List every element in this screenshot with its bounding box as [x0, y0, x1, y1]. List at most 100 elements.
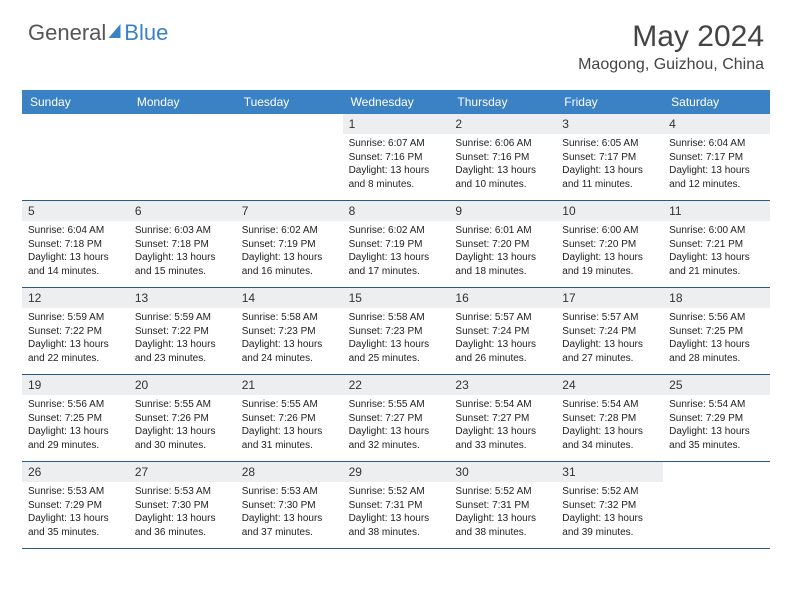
day-number: 18 [663, 288, 770, 308]
logo-text-blue: Blue [124, 20, 168, 46]
day-info: Sunrise: 5:54 AMSunset: 7:29 PMDaylight:… [663, 395, 770, 458]
sunset-text: Sunset: 7:23 PM [349, 325, 444, 339]
week-row: 12Sunrise: 5:59 AMSunset: 7:22 PMDayligh… [22, 288, 770, 375]
sunrise-text: Sunrise: 6:01 AM [455, 224, 550, 238]
day-number: 27 [129, 462, 236, 482]
weekday-monday: Monday [129, 90, 236, 114]
week-row: 5Sunrise: 6:04 AMSunset: 7:18 PMDaylight… [22, 201, 770, 288]
day-cell: 31Sunrise: 5:52 AMSunset: 7:32 PMDayligh… [556, 462, 663, 548]
sunrise-text: Sunrise: 5:53 AM [28, 485, 123, 499]
daylight-text: Daylight: 13 hours and 10 minutes. [455, 164, 550, 191]
day-number: 5 [22, 201, 129, 221]
day-info: Sunrise: 6:02 AMSunset: 7:19 PMDaylight:… [343, 221, 450, 284]
day-number: 10 [556, 201, 663, 221]
sunset-text: Sunset: 7:22 PM [135, 325, 230, 339]
day-info: Sunrise: 6:00 AMSunset: 7:21 PMDaylight:… [663, 221, 770, 284]
day-number: 21 [236, 375, 343, 395]
sunset-text: Sunset: 7:27 PM [455, 412, 550, 426]
day-info: Sunrise: 5:58 AMSunset: 7:23 PMDaylight:… [236, 308, 343, 371]
day-cell: 6Sunrise: 6:03 AMSunset: 7:18 PMDaylight… [129, 201, 236, 287]
daylight-text: Daylight: 13 hours and 14 minutes. [28, 251, 123, 278]
day-info: Sunrise: 5:52 AMSunset: 7:32 PMDaylight:… [556, 482, 663, 545]
daylight-text: Daylight: 13 hours and 11 minutes. [562, 164, 657, 191]
logo: General Blue [28, 20, 168, 46]
week-row: 19Sunrise: 5:56 AMSunset: 7:25 PMDayligh… [22, 375, 770, 462]
day-cell: 21Sunrise: 5:55 AMSunset: 7:26 PMDayligh… [236, 375, 343, 461]
day-number: 1 [343, 114, 450, 134]
day-number: 13 [129, 288, 236, 308]
day-cell: 12Sunrise: 5:59 AMSunset: 7:22 PMDayligh… [22, 288, 129, 374]
day-cell: 23Sunrise: 5:54 AMSunset: 7:27 PMDayligh… [449, 375, 556, 461]
day-number: 8 [343, 201, 450, 221]
weekday-tuesday: Tuesday [236, 90, 343, 114]
day-info: Sunrise: 5:55 AMSunset: 7:27 PMDaylight:… [343, 395, 450, 458]
sunrise-text: Sunrise: 5:55 AM [242, 398, 337, 412]
logo-sail-icon [109, 24, 124, 38]
weekday-saturday: Saturday [663, 90, 770, 114]
day-number: 11 [663, 201, 770, 221]
sunrise-text: Sunrise: 5:56 AM [669, 311, 764, 325]
daylight-text: Daylight: 13 hours and 25 minutes. [349, 338, 444, 365]
day-number: 19 [22, 375, 129, 395]
day-info: Sunrise: 6:00 AMSunset: 7:20 PMDaylight:… [556, 221, 663, 284]
day-number: 6 [129, 201, 236, 221]
day-info: Sunrise: 6:04 AMSunset: 7:18 PMDaylight:… [22, 221, 129, 284]
daylight-text: Daylight: 13 hours and 34 minutes. [562, 425, 657, 452]
day-number: 30 [449, 462, 556, 482]
sunset-text: Sunset: 7:29 PM [28, 499, 123, 513]
weekday-friday: Friday [556, 90, 663, 114]
sunset-text: Sunset: 7:31 PM [349, 499, 444, 513]
daylight-text: Daylight: 13 hours and 18 minutes. [455, 251, 550, 278]
sunset-text: Sunset: 7:16 PM [349, 151, 444, 165]
sunrise-text: Sunrise: 6:07 AM [349, 137, 444, 151]
sunrise-text: Sunrise: 6:06 AM [455, 137, 550, 151]
sunrise-text: Sunrise: 6:05 AM [562, 137, 657, 151]
sunrise-text: Sunrise: 5:55 AM [349, 398, 444, 412]
sunrise-text: Sunrise: 5:58 AM [242, 311, 337, 325]
sunrise-text: Sunrise: 5:53 AM [242, 485, 337, 499]
day-number: 12 [22, 288, 129, 308]
sunset-text: Sunset: 7:16 PM [455, 151, 550, 165]
day-info: Sunrise: 6:04 AMSunset: 7:17 PMDaylight:… [663, 134, 770, 197]
sunset-text: Sunset: 7:26 PM [135, 412, 230, 426]
day-number: 20 [129, 375, 236, 395]
sunset-text: Sunset: 7:30 PM [135, 499, 230, 513]
day-info: Sunrise: 5:52 AMSunset: 7:31 PMDaylight:… [343, 482, 450, 545]
weekday-header: SundayMondayTuesdayWednesdayThursdayFrid… [22, 90, 770, 114]
day-info: Sunrise: 6:01 AMSunset: 7:20 PMDaylight:… [449, 221, 556, 284]
day-cell: 4Sunrise: 6:04 AMSunset: 7:17 PMDaylight… [663, 114, 770, 200]
daylight-text: Daylight: 13 hours and 26 minutes. [455, 338, 550, 365]
day-cell: 30Sunrise: 5:52 AMSunset: 7:31 PMDayligh… [449, 462, 556, 548]
day-info: Sunrise: 5:58 AMSunset: 7:23 PMDaylight:… [343, 308, 450, 371]
day-cell: 8Sunrise: 6:02 AMSunset: 7:19 PMDaylight… [343, 201, 450, 287]
daylight-text: Daylight: 13 hours and 38 minutes. [349, 512, 444, 539]
sunrise-text: Sunrise: 6:02 AM [242, 224, 337, 238]
daylight-text: Daylight: 13 hours and 39 minutes. [562, 512, 657, 539]
sunrise-text: Sunrise: 6:02 AM [349, 224, 444, 238]
daylight-text: Daylight: 13 hours and 23 minutes. [135, 338, 230, 365]
sunset-text: Sunset: 7:30 PM [242, 499, 337, 513]
sunrise-text: Sunrise: 5:59 AM [135, 311, 230, 325]
sunrise-text: Sunrise: 5:55 AM [135, 398, 230, 412]
day-cell [129, 114, 236, 200]
sunset-text: Sunset: 7:24 PM [562, 325, 657, 339]
sunrise-text: Sunrise: 6:04 AM [669, 137, 764, 151]
sunset-text: Sunset: 7:32 PM [562, 499, 657, 513]
sunset-text: Sunset: 7:23 PM [242, 325, 337, 339]
sunset-text: Sunset: 7:17 PM [562, 151, 657, 165]
header: General Blue May 2024 Maogong, Guizhou, … [0, 0, 792, 82]
day-info: Sunrise: 5:59 AMSunset: 7:22 PMDaylight:… [22, 308, 129, 371]
day-info: Sunrise: 5:56 AMSunset: 7:25 PMDaylight:… [22, 395, 129, 458]
week-row: 26Sunrise: 5:53 AMSunset: 7:29 PMDayligh… [22, 462, 770, 549]
day-cell [22, 114, 129, 200]
sunset-text: Sunset: 7:31 PM [455, 499, 550, 513]
daylight-text: Daylight: 13 hours and 38 minutes. [455, 512, 550, 539]
day-number: 14 [236, 288, 343, 308]
day-cell: 28Sunrise: 5:53 AMSunset: 7:30 PMDayligh… [236, 462, 343, 548]
sunset-text: Sunset: 7:18 PM [28, 238, 123, 252]
day-info: Sunrise: 5:57 AMSunset: 7:24 PMDaylight:… [449, 308, 556, 371]
week-row: 1Sunrise: 6:07 AMSunset: 7:16 PMDaylight… [22, 114, 770, 201]
daylight-text: Daylight: 13 hours and 19 minutes. [562, 251, 657, 278]
day-cell: 11Sunrise: 6:00 AMSunset: 7:21 PMDayligh… [663, 201, 770, 287]
weekday-sunday: Sunday [22, 90, 129, 114]
